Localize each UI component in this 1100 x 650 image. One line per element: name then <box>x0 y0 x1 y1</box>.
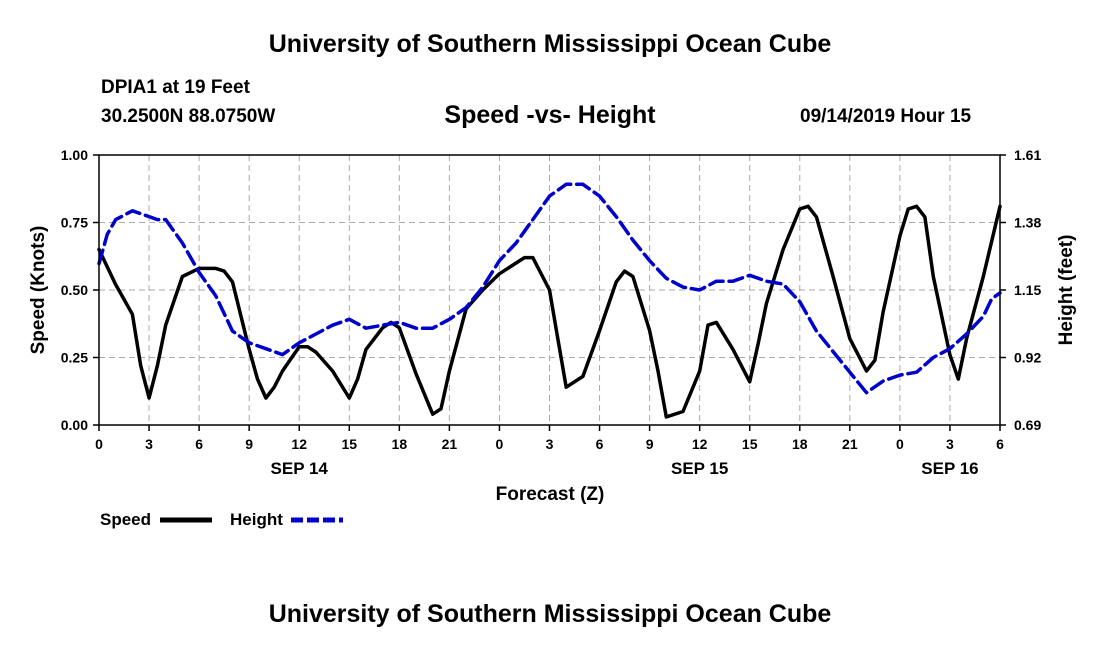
x-tick-label: 21 <box>442 436 458 452</box>
x-tick-label: 9 <box>245 436 253 452</box>
y-tick-label: 0.50 <box>61 282 88 298</box>
top-title: University of Southern Mississippi Ocean… <box>268 30 832 58</box>
x-tick-label: 21 <box>842 436 858 452</box>
y2-tick-label: 1.61 <box>1014 147 1041 163</box>
x-tick-label: 3 <box>145 436 153 452</box>
plot-title: Speed -vs- Height <box>444 101 656 129</box>
x-tick-label: 3 <box>546 436 554 452</box>
speed-height-chart: 0 3 6 9 12 15 18 21 0 3 6 9 12 15 18 21 0 3 6 0.00 0.25 0.50 0… <box>28 147 1077 529</box>
x-tick-label: 0 <box>95 436 103 452</box>
x-tick-label: 9 <box>646 436 654 452</box>
day-label: SEP 15 <box>671 459 728 478</box>
y-axis-label: Speed (Knots) <box>28 226 49 355</box>
bottom-title: University of Southern Mississippi Ocean… <box>268 600 832 628</box>
x-tick-label: 18 <box>392 436 408 452</box>
height-series-line <box>97 182 1002 395</box>
series-lines <box>97 182 1002 419</box>
legend-speed-label: Speed <box>100 510 151 529</box>
day-label: SEP 14 <box>271 459 329 478</box>
y2-tick-label: 0.69 <box>1014 417 1041 433</box>
y-tick-label: 1.00 <box>61 147 88 163</box>
datetime-label: 09/14/2019 Hour 15 <box>800 106 972 127</box>
x-tick-label: 15 <box>742 436 758 452</box>
legend-height-label: Height <box>230 510 283 529</box>
speed-series-line <box>97 204 1002 419</box>
axis-ticks: 0 3 6 9 12 15 18 21 0 3 6 9 12 15 18 21 0 3 6 0.00 0.25 0.50 0… <box>61 147 1042 478</box>
x-tick-label: 6 <box>596 436 604 452</box>
y-tick-label: 0.25 <box>61 350 88 366</box>
grid-lines <box>99 155 1000 425</box>
x-tick-label: 18 <box>792 436 808 452</box>
x-tick-label: 6 <box>996 436 1004 452</box>
x-tick-label: 12 <box>692 436 708 452</box>
y2-tick-label: 0.92 <box>1014 350 1041 366</box>
y-tick-label: 0.00 <box>61 417 88 433</box>
y2-tick-label: 1.15 <box>1014 282 1041 298</box>
coordinates-label: 30.2500N 88.0750W <box>101 106 276 127</box>
x-tick-label: 6 <box>195 436 203 452</box>
station-label: DPIA1 at 19 Feet <box>101 77 250 98</box>
x-axis-label: Forecast (Z) <box>496 484 605 505</box>
x-tick-label: 12 <box>291 436 307 452</box>
y2-axis-label: Height (feet) <box>1056 235 1077 346</box>
x-tick-label: 3 <box>946 436 954 452</box>
day-label: SEP 16 <box>921 459 978 478</box>
y2-tick-label: 1.38 <box>1014 215 1041 231</box>
x-tick-label: 0 <box>896 436 904 452</box>
x-tick-label: 0 <box>496 436 504 452</box>
x-tick-label: 15 <box>341 436 357 452</box>
y-tick-label: 0.75 <box>61 215 88 231</box>
